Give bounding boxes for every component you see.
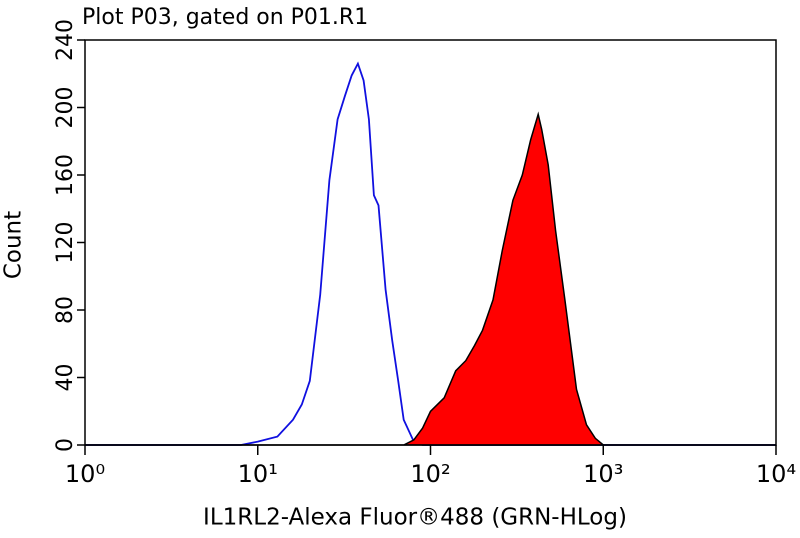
plot-frame [84,39,777,446]
x-tick-label: 10⁰ [65,460,105,488]
x-tick-label: 10⁴ [756,460,796,488]
chart-title: Plot P03, gated on P01.R1 [82,5,368,30]
histogram-line [85,61,776,446]
x-tick-label: 10¹ [238,460,278,488]
y-tick-label: 40 [53,364,78,392]
y-tick-label: 200 [53,87,78,129]
histogram-area [85,111,776,446]
x-tick-label: 10³ [583,460,623,488]
y-tick-label: 120 [53,222,78,264]
y-tick-label: 240 [53,19,78,61]
x-axis-label: IL1RL2-Alexa Fluor®488 (GRN-HLog) [203,505,627,531]
y-tick-label: 160 [53,154,78,196]
y-axis-label: Count [1,211,27,279]
y-tick-label: 80 [53,296,78,324]
x-tick-label: 10² [410,460,450,488]
y-tick-label: 0 [53,438,78,452]
